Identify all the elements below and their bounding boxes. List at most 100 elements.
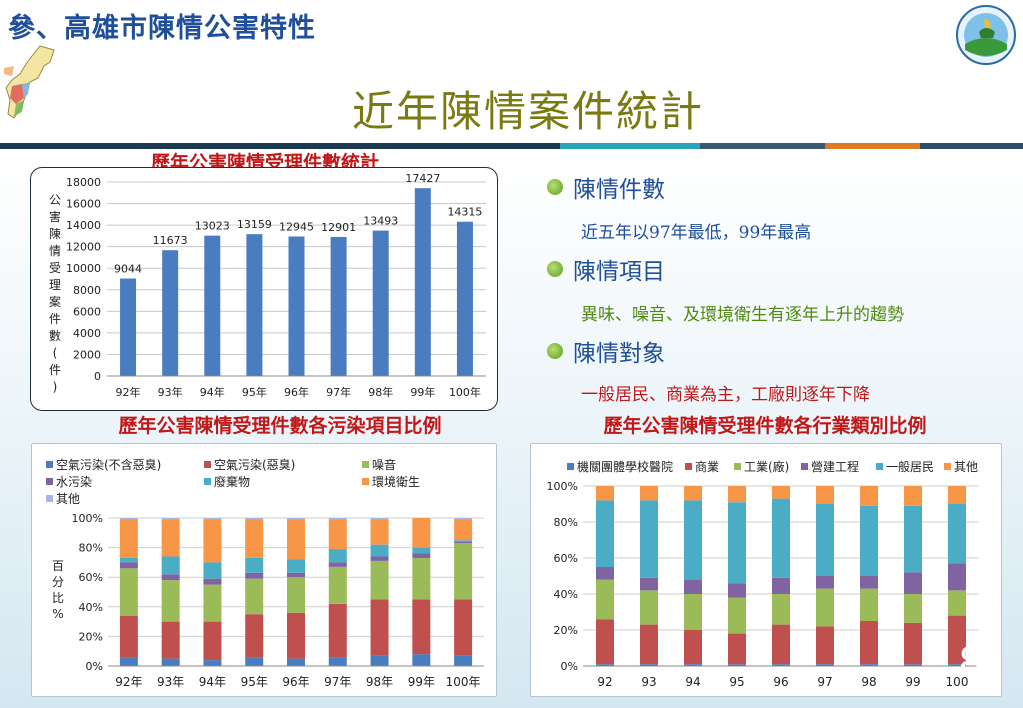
x-tick-label: 97年 xyxy=(326,385,351,399)
legend-label: 環境衛生 xyxy=(372,475,421,489)
legend-entry: 噪音 xyxy=(362,456,396,473)
data-label: 12945 xyxy=(279,220,314,233)
stack-segment xyxy=(245,572,264,579)
stack-segment xyxy=(684,664,702,666)
stack-segment xyxy=(640,590,658,625)
legend-swatch xyxy=(876,463,883,470)
stack-segment xyxy=(370,560,389,600)
stack-segment xyxy=(454,655,473,666)
y-tick-label: 8000 xyxy=(73,284,101,297)
bar xyxy=(162,250,179,376)
stack-segment xyxy=(904,664,922,666)
bullet-icon xyxy=(547,343,563,359)
stack-segment xyxy=(287,518,305,520)
stack-segment xyxy=(454,519,473,541)
data-label: 17427 xyxy=(405,172,440,185)
chart2-panel: 空氣污染(不含惡臭) 空氣污染(惡臭) 噪音 水污染 廢棄物 環境衛生 其他 100% 80%… xyxy=(31,443,497,697)
bullet-text: 近五年以97年最低，99年最高 xyxy=(581,223,812,243)
bar xyxy=(288,236,305,376)
stack-segment xyxy=(328,657,347,666)
legend-label: 一般居民 xyxy=(886,460,935,474)
stack-segment xyxy=(161,518,180,520)
x-tick-label: 100年 xyxy=(449,385,481,399)
y-tick-label: 60% xyxy=(554,552,578,565)
stack-segment xyxy=(728,583,746,598)
stack-segment xyxy=(772,624,790,665)
stack-segment xyxy=(245,657,264,666)
x-tick-label: 92 xyxy=(597,675,612,689)
y-axis-label-char: 受 xyxy=(49,261,61,275)
x-tick-label: 92年 xyxy=(116,385,141,399)
x-tick-label: 96年 xyxy=(284,385,309,399)
y-tick-label: 0% xyxy=(561,660,578,673)
data-label: 13159 xyxy=(237,218,272,231)
stack-segment xyxy=(328,549,347,563)
chart1-panel: 18000 16000 14000 12000 10000 8000 6000 4000 200… xyxy=(30,167,498,411)
legend-label: 營建工程 xyxy=(811,460,860,474)
stack-segment xyxy=(860,505,878,576)
y-tick-label: 2000 xyxy=(73,348,101,361)
x-tick-label: 95年 xyxy=(241,675,268,689)
y-axis-label-char: 比 xyxy=(52,591,64,605)
stack-segment xyxy=(948,563,966,591)
stack-segment xyxy=(816,486,834,504)
stack-segment xyxy=(816,504,834,576)
stack-segment xyxy=(161,621,180,659)
stack-segment xyxy=(860,588,878,621)
y-axis-label-char: ( xyxy=(53,346,58,360)
stack-segment xyxy=(454,599,473,656)
stack-segment xyxy=(412,547,431,554)
stack-segment xyxy=(640,486,658,501)
legend-entry: 廢棄物 xyxy=(204,473,250,490)
stack-segment xyxy=(203,621,222,661)
y-tick-label: 4000 xyxy=(73,327,101,340)
data-label: 13493 xyxy=(363,215,398,228)
stack-segment xyxy=(948,615,966,665)
legend-label: 其他 xyxy=(954,460,979,474)
stack-segment xyxy=(161,556,180,575)
chart2-svg: 100% 80% 60% 40% 20% 0% 百分比% 92年 93年 94年 95年 96年 97年… xyxy=(52,512,484,689)
x-tick-label: 100 xyxy=(946,675,969,689)
x-tick-label: 94年 xyxy=(199,675,226,689)
stack-segment xyxy=(454,543,473,600)
header-rule-segment xyxy=(560,143,700,149)
stack-segment xyxy=(161,519,180,557)
y-axis-label-char: 數 xyxy=(49,329,61,343)
y-tick-label: 60% xyxy=(79,571,103,584)
legend-swatch xyxy=(734,463,741,470)
stack-segment xyxy=(287,572,305,578)
stack-segment xyxy=(948,664,966,666)
bullet-heading-text: 陳情件數 xyxy=(573,177,665,203)
bullet-heading: 陳情對象 xyxy=(547,334,665,368)
stack-segment xyxy=(328,566,347,604)
stack-segment xyxy=(728,664,746,666)
y-tick-label: 80% xyxy=(79,542,103,555)
stack-segment xyxy=(370,519,389,545)
legend-swatch xyxy=(204,478,211,485)
bar xyxy=(120,278,137,376)
x-tick-label: 98年 xyxy=(366,675,393,689)
y-axis-label-char: 案 xyxy=(49,294,61,309)
legend-swatch xyxy=(362,461,369,468)
legend-entry: 其他 xyxy=(46,490,80,507)
x-tick-label: 93 xyxy=(641,675,656,689)
y-tick-label: 18000 xyxy=(66,176,101,189)
stack-segment xyxy=(245,518,264,520)
stack-segment xyxy=(860,621,878,665)
bullet-heading: 陳情項目 xyxy=(547,252,665,286)
x-tick-label: 99年 xyxy=(410,385,435,399)
stack-segment xyxy=(328,603,347,658)
legend-entry: 商業 xyxy=(685,458,719,475)
y-tick-label: 40% xyxy=(79,601,103,614)
stack-segment xyxy=(640,500,658,578)
stack-segment xyxy=(328,518,347,520)
stack-segment xyxy=(287,658,305,666)
stack-segment xyxy=(596,664,614,666)
y-tick-label: 80% xyxy=(554,516,578,529)
y-tick-label: 100% xyxy=(547,480,578,493)
stack-segment xyxy=(245,557,264,573)
legend-swatch xyxy=(46,478,53,485)
page-title: 近年陳情案件統計 xyxy=(352,87,705,136)
legend-entry: 機關團體學校醫院 xyxy=(567,458,673,475)
bar xyxy=(246,234,263,376)
